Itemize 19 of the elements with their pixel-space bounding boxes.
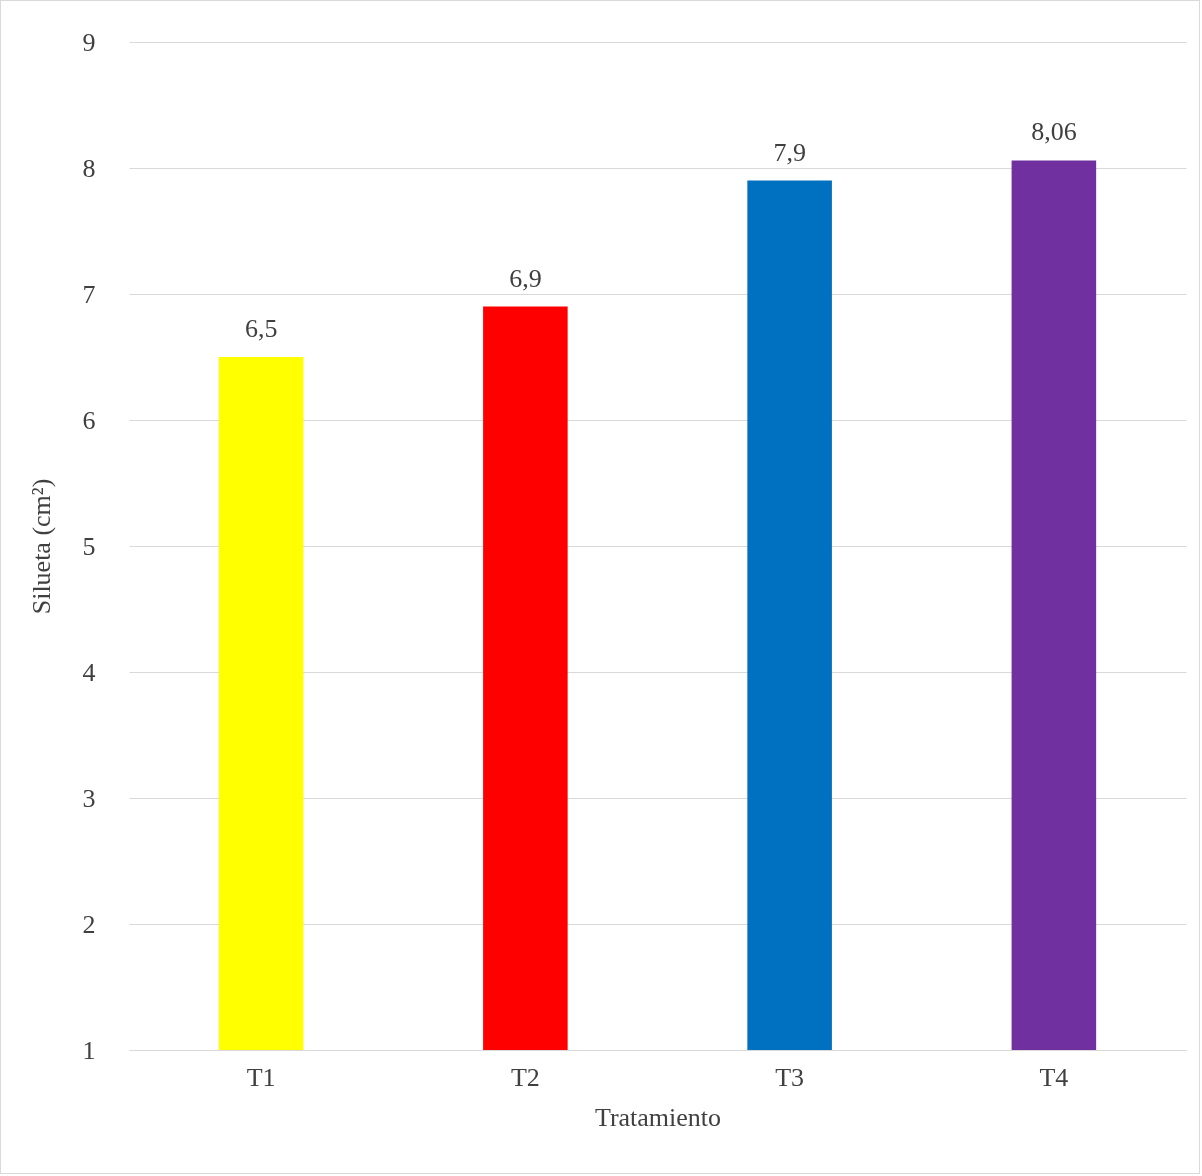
data-label: 6,9 [509, 263, 542, 293]
y-tick-label: 9 [82, 27, 96, 57]
x-tick-label: T3 [775, 1062, 805, 1092]
y-axis-title: Silueta (cm²) [26, 478, 56, 615]
data-label: 6,5 [244, 314, 278, 343]
x-tick-label: T4 [1039, 1062, 1069, 1092]
y-tick-label: 7 [82, 279, 96, 309]
y-tick-label: 8 [82, 153, 96, 183]
x-tick-label: T1 [246, 1062, 276, 1092]
y-tick-label: 1 [82, 1035, 96, 1065]
x-axis-title: Tratamiento [594, 1102, 722, 1132]
y-tick-label: 2 [82, 909, 96, 939]
data-label: 8,06 [1031, 117, 1077, 147]
y-tick-label: 5 [82, 531, 96, 561]
y-tick-label: 3 [82, 783, 96, 813]
data-label: 7,9 [773, 137, 806, 167]
y-tick-label: 4 [82, 657, 96, 687]
x-tick-label: T2 [510, 1062, 540, 1092]
y-tick-label: 6 [82, 405, 96, 435]
